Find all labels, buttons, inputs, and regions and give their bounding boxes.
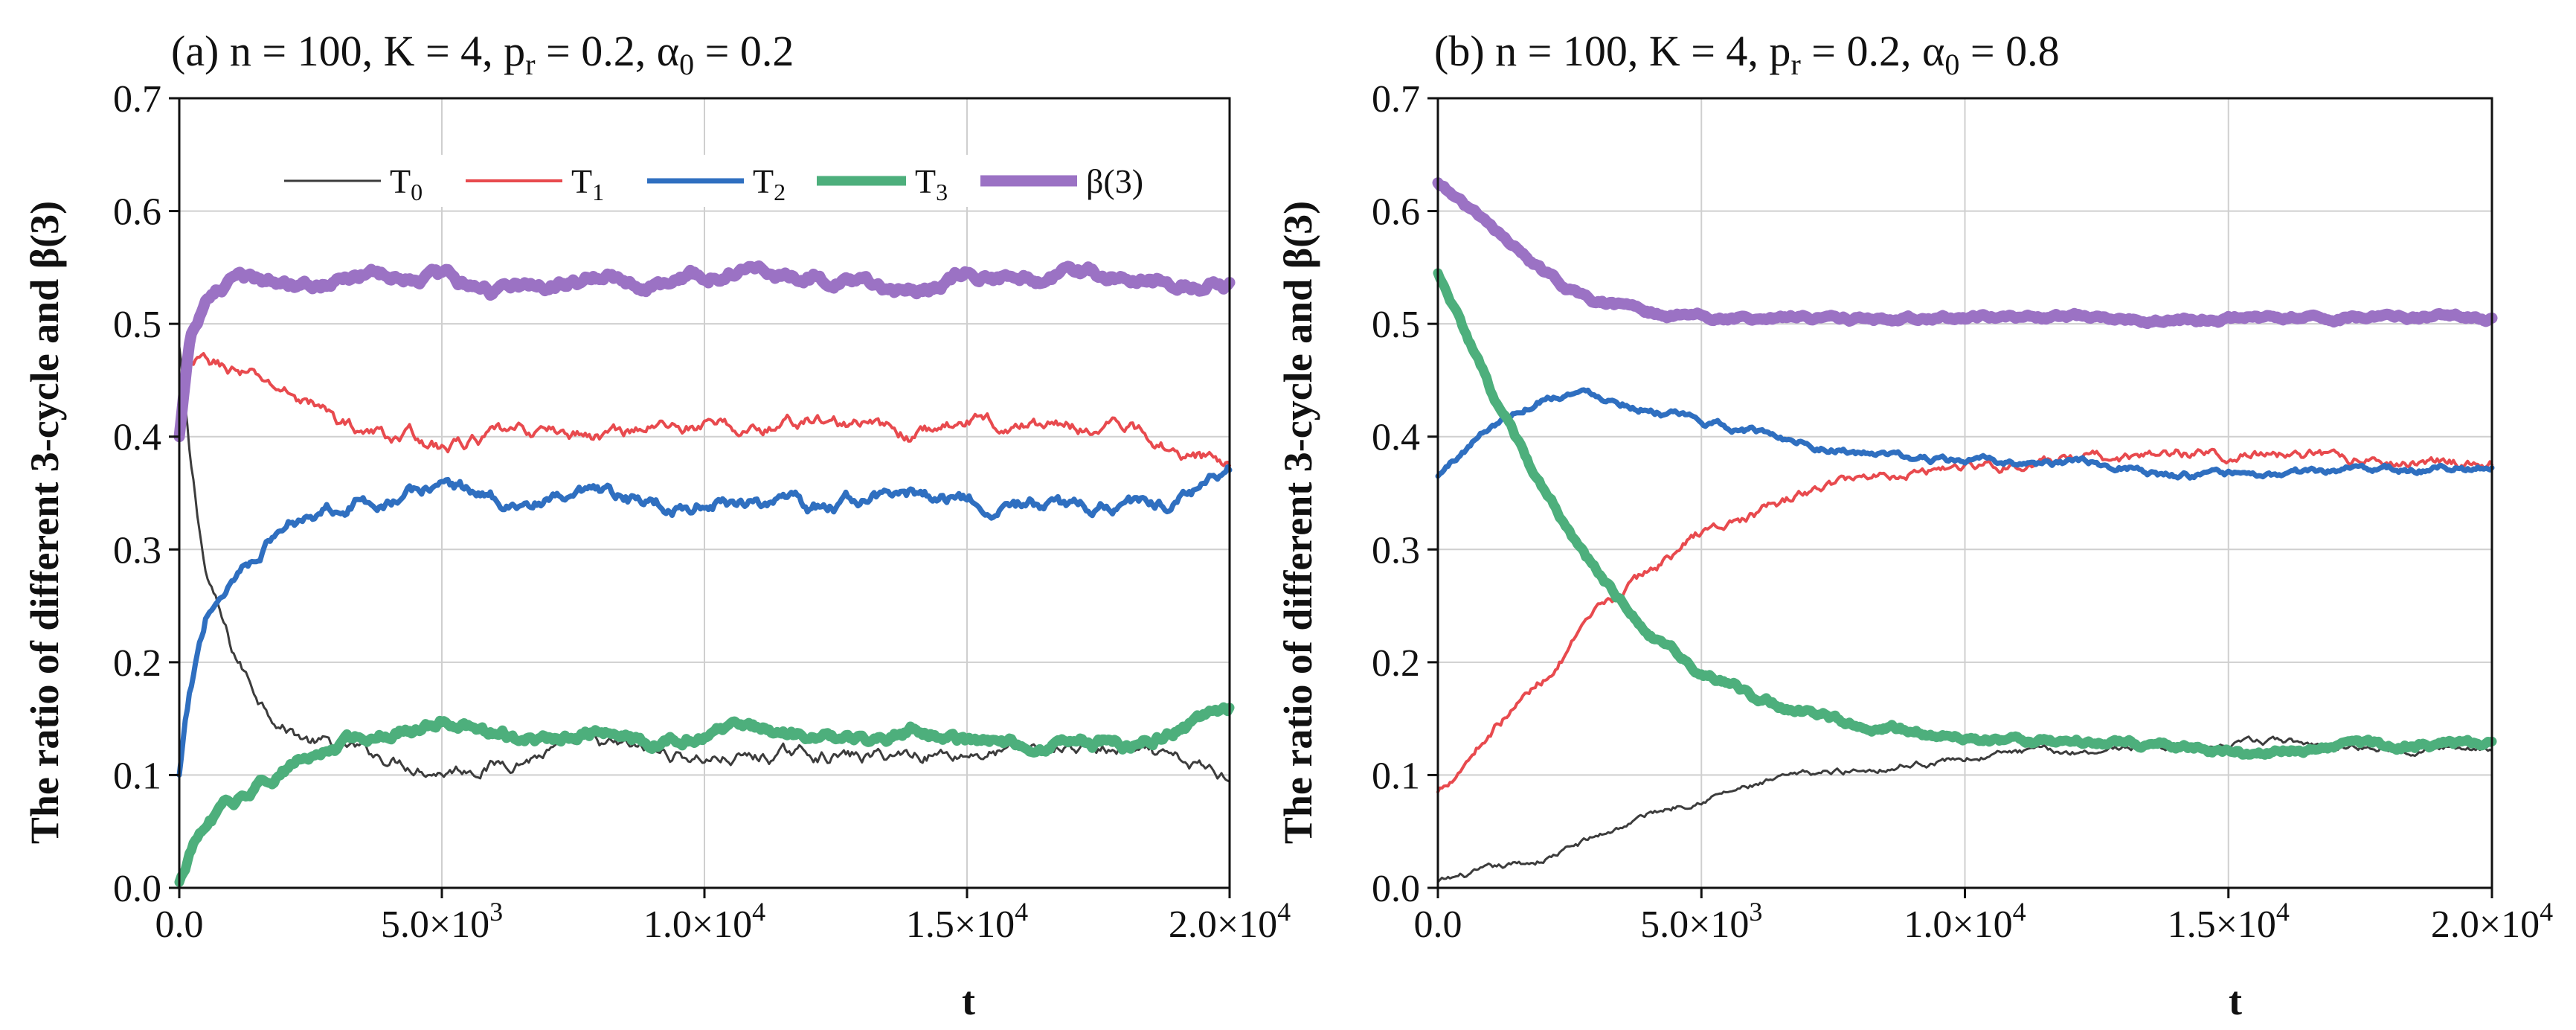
- panel-a-x-axis-label: t: [962, 979, 975, 1023]
- legend-item-t1: T1: [466, 162, 604, 205]
- panel-b-x-ticks: 0.0 5.0×103 1.0×104 1.5×104 2.0×104: [1414, 888, 2553, 946]
- panel-a-series-3: [173, 260, 1236, 443]
- panel-b-y-tick-label: 0.7: [1372, 78, 1420, 121]
- legend-item-beta3: β(3): [980, 162, 1143, 200]
- panel-a-y-tick-label: 0.2: [113, 642, 161, 685]
- panel-a-y-tick-label: 0.5: [113, 304, 161, 346]
- panel-b-y-tick-label: 0.3: [1372, 529, 1420, 572]
- panel-b-series-t0: [1436, 735, 2493, 883]
- panel-a-x-tick-label: 0.0: [155, 903, 204, 946]
- panel-a-series-t3: [174, 702, 1235, 887]
- legend-item-t2: T2: [647, 162, 786, 205]
- panel-a-title: (a) n = 100, K = 4, pr = 0.2, α0 = 0.2: [171, 27, 794, 81]
- panel-b-y-tick-label: 0.4: [1372, 417, 1420, 459]
- panel-a-x-ticks: 0.0 5.0×103 1.0×104 1.5×104 2.0×104: [155, 888, 1291, 946]
- legend-label-t3: T3: [915, 162, 948, 205]
- panel-a-y-axis-label: The ratio of different 3-cycle and β(3): [22, 201, 67, 844]
- legend-label-beta3: β(3): [1086, 162, 1143, 200]
- panel-b-plot-area: [1432, 177, 2498, 883]
- panel-b-series-t3: [1433, 268, 2497, 760]
- panel-b-series-3: [1432, 177, 2498, 330]
- legend-label-t2: T2: [753, 162, 786, 205]
- panel-b-x-tick-label: 2.0×104: [2431, 897, 2553, 946]
- chart-panel-a: (a) n = 100, K = 4, pr = 0.2, α0 = 0.2 0…: [22, 27, 1291, 1023]
- panel-b-x-tick-label: 1.5×104: [2168, 897, 2290, 946]
- panel-a-plot-area: [173, 260, 1236, 887]
- panel-b-y-tick-label: 0.1: [1372, 755, 1420, 797]
- panel-a-y-tick-label: 0.3: [113, 529, 161, 572]
- panel-b-y-tick-label: 0.5: [1372, 304, 1420, 346]
- panel-a-y-tick-label: 0.4: [113, 417, 161, 459]
- panel-a-x-tick-label: 5.0×103: [381, 897, 503, 946]
- panel-b-title: (b) n = 100, K = 4, pr = 0.2, α0 = 0.8: [1434, 27, 2060, 81]
- panel-b-x-axis-label: t: [2229, 979, 2242, 1023]
- panel-b-y-axis-label: The ratio of different 3-cycle and β(3): [1276, 201, 1320, 844]
- panel-b-y-tick-label: 0.0: [1372, 868, 1420, 910]
- panel-b-series-t2: [1435, 387, 2495, 481]
- chart-panel-b: (b) n = 100, K = 4, pr = 0.2, α0 = 0.8 0…: [1276, 27, 2553, 1023]
- panel-a-series-t2: [176, 464, 1233, 778]
- panel-a-y-tick-label: 0.7: [113, 78, 161, 121]
- panel-a-y-tick-label: 0.6: [113, 191, 161, 234]
- legend-label-t1: T1: [571, 162, 604, 205]
- panel-b-x-tick-label: 0.0: [1414, 903, 1462, 946]
- legend: T0 T1 T2 T3 β(3): [274, 155, 1210, 207]
- panel-a-x-tick-label: 1.0×104: [643, 897, 765, 946]
- panel-b-y-ticks: 0.0 0.1 0.2 0.3 0.4 0.5 0.6 0.7: [1372, 78, 1438, 910]
- panel-a-y-ticks: 0.0 0.1 0.2 0.3 0.4 0.5 0.6 0.7: [113, 78, 179, 910]
- panel-a-x-tick-label: 1.5×104: [906, 897, 1028, 946]
- legend-label-t0: T0: [390, 162, 423, 205]
- panel-a-series-t1: [178, 352, 1231, 467]
- legend-item-t0: T0: [284, 162, 423, 205]
- panel-a-y-tick-label: 0.0: [113, 868, 161, 910]
- panel-b-y-tick-label: 0.2: [1372, 642, 1420, 685]
- panel-b-x-tick-label: 5.0×103: [1640, 897, 1762, 946]
- legend-item-t3: T3: [817, 162, 948, 205]
- panel-a-y-tick-label: 0.1: [113, 755, 161, 797]
- panel-b-y-tick-label: 0.6: [1372, 191, 1420, 234]
- panel-a-x-tick-label: 2.0×104: [1169, 897, 1291, 946]
- panel-b-x-tick-label: 1.0×104: [1904, 897, 2026, 946]
